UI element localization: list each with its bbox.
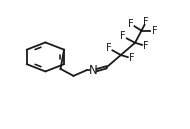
Text: F: F bbox=[120, 31, 126, 42]
Text: F: F bbox=[129, 53, 135, 63]
Text: F: F bbox=[128, 19, 134, 29]
Text: F: F bbox=[143, 41, 149, 51]
Text: F: F bbox=[152, 26, 158, 36]
Text: F: F bbox=[143, 17, 149, 27]
Text: N: N bbox=[88, 64, 97, 77]
Text: F: F bbox=[106, 43, 112, 53]
